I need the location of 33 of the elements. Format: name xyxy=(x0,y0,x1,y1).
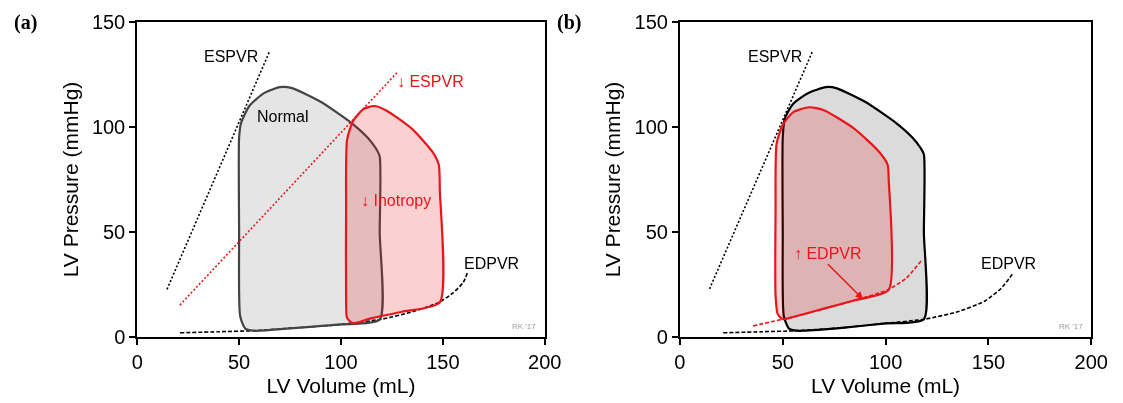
y-tick-label: 50 xyxy=(645,221,668,243)
x-tick-label: 150 xyxy=(971,351,1006,373)
annotation: ESPVR xyxy=(748,48,803,65)
y-tick-label: 100 xyxy=(634,116,668,138)
x-tick-label: 50 xyxy=(771,351,794,373)
annotation: ↓ ESPVR xyxy=(397,73,464,90)
text: (b) xyxy=(557,11,582,34)
annotation: Normal xyxy=(257,108,309,125)
annotation: EDPVR xyxy=(464,255,520,272)
x-tick-label: 50 xyxy=(228,351,251,373)
y-tick-label: 0 xyxy=(656,326,668,348)
x-tick-label: 200 xyxy=(1074,351,1108,373)
x-tick-label: 0 xyxy=(674,351,686,373)
x-tick-label: 100 xyxy=(324,351,358,373)
annotation: RK '17 xyxy=(1059,322,1084,331)
annotation: ↑ EDPVR xyxy=(794,245,862,262)
x-tick-label: 0 xyxy=(131,351,143,373)
y-tick-label: 0 xyxy=(114,326,126,348)
x-tick-label: 200 xyxy=(528,351,562,373)
y-tick-label: 150 xyxy=(91,11,126,33)
annotation: EDPVR xyxy=(981,255,1037,272)
annotation: RK '17 xyxy=(512,322,537,331)
y-tick-label: 100 xyxy=(91,116,126,138)
y-tick-label: 150 xyxy=(634,11,668,33)
y-tick-label: 50 xyxy=(103,221,126,243)
x-axis-title: LV Volume (mL) xyxy=(266,373,416,397)
x-tick-label: 150 xyxy=(426,351,460,373)
y-axis-title: LV Pressure (mmHg) xyxy=(58,81,82,278)
annotation: ESPVR xyxy=(204,48,259,65)
y-axis-title: LV Pressure (mmHg) xyxy=(601,81,625,278)
x-axis-title: LV Volume (mL) xyxy=(811,373,961,397)
x-tick-label: 100 xyxy=(868,351,903,373)
text: (a) xyxy=(14,11,38,34)
